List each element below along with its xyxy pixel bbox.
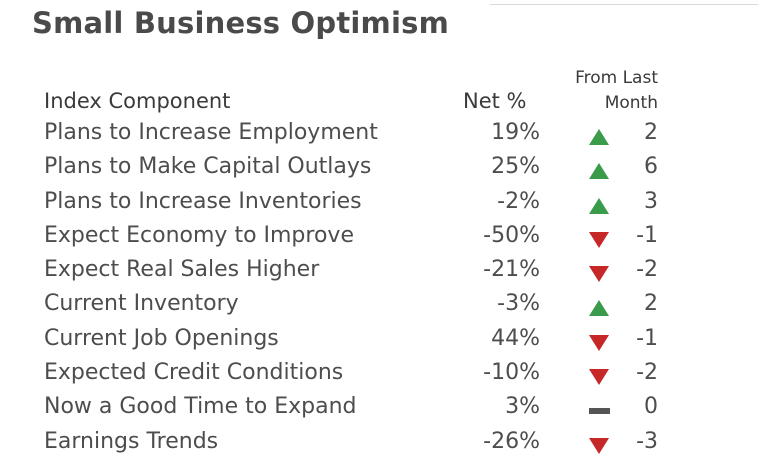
trend-icon bbox=[589, 197, 611, 214]
row-change: -1 bbox=[636, 222, 658, 248]
row-net-percent: -21% bbox=[483, 257, 540, 283]
row-label: Current Inventory bbox=[44, 291, 239, 317]
header-from-line1: From Last bbox=[575, 68, 658, 88]
row-label: Earnings Trends bbox=[44, 428, 219, 454]
trend-icon bbox=[589, 300, 611, 317]
table-row: Expect Economy to Improve -50% -1 bbox=[0, 221, 780, 255]
up-arrow-icon bbox=[589, 129, 609, 145]
trend-icon bbox=[589, 437, 611, 454]
row-change: -2 bbox=[636, 257, 658, 283]
flat-dash-icon bbox=[589, 408, 610, 415]
down-arrow-icon bbox=[589, 266, 609, 283]
page-title: Small Business Optimism bbox=[32, 6, 449, 40]
table-row: Expected Credit Conditions -10% -2 bbox=[0, 358, 780, 392]
row-label: Now a Good Time to Expand bbox=[44, 394, 357, 420]
trend-icon bbox=[589, 403, 611, 419]
row-net-percent: 3% bbox=[505, 394, 540, 420]
trend-icon bbox=[589, 369, 611, 386]
row-label: Expect Real Sales Higher bbox=[44, 257, 320, 283]
row-net-percent: -2% bbox=[497, 188, 540, 214]
row-change: 2 bbox=[644, 291, 658, 317]
header-index-component: Index Component bbox=[44, 89, 231, 113]
down-arrow-icon bbox=[589, 437, 609, 454]
up-arrow-icon bbox=[589, 163, 609, 180]
trend-icon bbox=[589, 266, 611, 283]
down-arrow-icon bbox=[589, 334, 609, 351]
up-arrow-icon bbox=[589, 197, 609, 214]
table-row: Now a Good Time to Expand 3% 0 bbox=[0, 392, 780, 426]
trend-icon bbox=[589, 334, 611, 351]
row-label: Plans to Increase Inventories bbox=[44, 188, 362, 214]
header-from-line2: Month bbox=[604, 93, 658, 113]
trend-icon bbox=[589, 129, 611, 145]
row-net-percent: 44% bbox=[491, 325, 540, 351]
row-net-percent: 25% bbox=[491, 154, 540, 180]
row-label: Expected Credit Conditions bbox=[44, 360, 344, 386]
row-change: -2 bbox=[636, 360, 658, 386]
row-net-percent: -50% bbox=[483, 222, 540, 248]
down-arrow-icon bbox=[589, 369, 609, 386]
table-row: Plans to Increase Employment 19% 2 bbox=[0, 118, 780, 152]
row-net-percent: -3% bbox=[497, 291, 540, 317]
table-row: Plans to Increase Inventories -2% 3 bbox=[0, 187, 780, 221]
header-from-last-month: From Last Month bbox=[540, 66, 658, 116]
table-row: Current Job Openings 44% -1 bbox=[0, 324, 780, 358]
table-row: Expect Real Sales Higher -21% -2 bbox=[0, 255, 780, 289]
row-change: 6 bbox=[644, 154, 658, 180]
trend-icon bbox=[589, 231, 611, 248]
table-row: Plans to Make Capital Outlays 25% 6 bbox=[0, 152, 780, 186]
trend-icon bbox=[589, 163, 611, 180]
row-net-percent: -10% bbox=[483, 360, 540, 386]
row-label: Plans to Make Capital Outlays bbox=[44, 154, 372, 180]
table-row: Current Inventory -3% 2 bbox=[0, 289, 780, 323]
row-change: -3 bbox=[636, 428, 658, 454]
row-label: Plans to Increase Employment bbox=[44, 120, 378, 145]
table-row: Earnings Trends -26% -3 bbox=[0, 427, 780, 461]
component-table: Plans to Increase Employment 19% 2 Plans… bbox=[0, 118, 780, 461]
row-label: Current Job Openings bbox=[44, 325, 279, 351]
row-change: -1 bbox=[636, 325, 658, 351]
up-arrow-icon bbox=[589, 300, 609, 317]
row-net-percent: -26% bbox=[483, 428, 540, 454]
row-change: 3 bbox=[644, 188, 658, 214]
top-divider bbox=[490, 4, 758, 5]
row-net-percent: 19% bbox=[491, 120, 540, 145]
down-arrow-icon bbox=[589, 231, 609, 248]
header-net-percent: Net % bbox=[463, 89, 527, 113]
row-change: 0 bbox=[644, 394, 658, 420]
row-change: 2 bbox=[644, 120, 658, 145]
row-label: Expect Economy to Improve bbox=[44, 222, 354, 248]
